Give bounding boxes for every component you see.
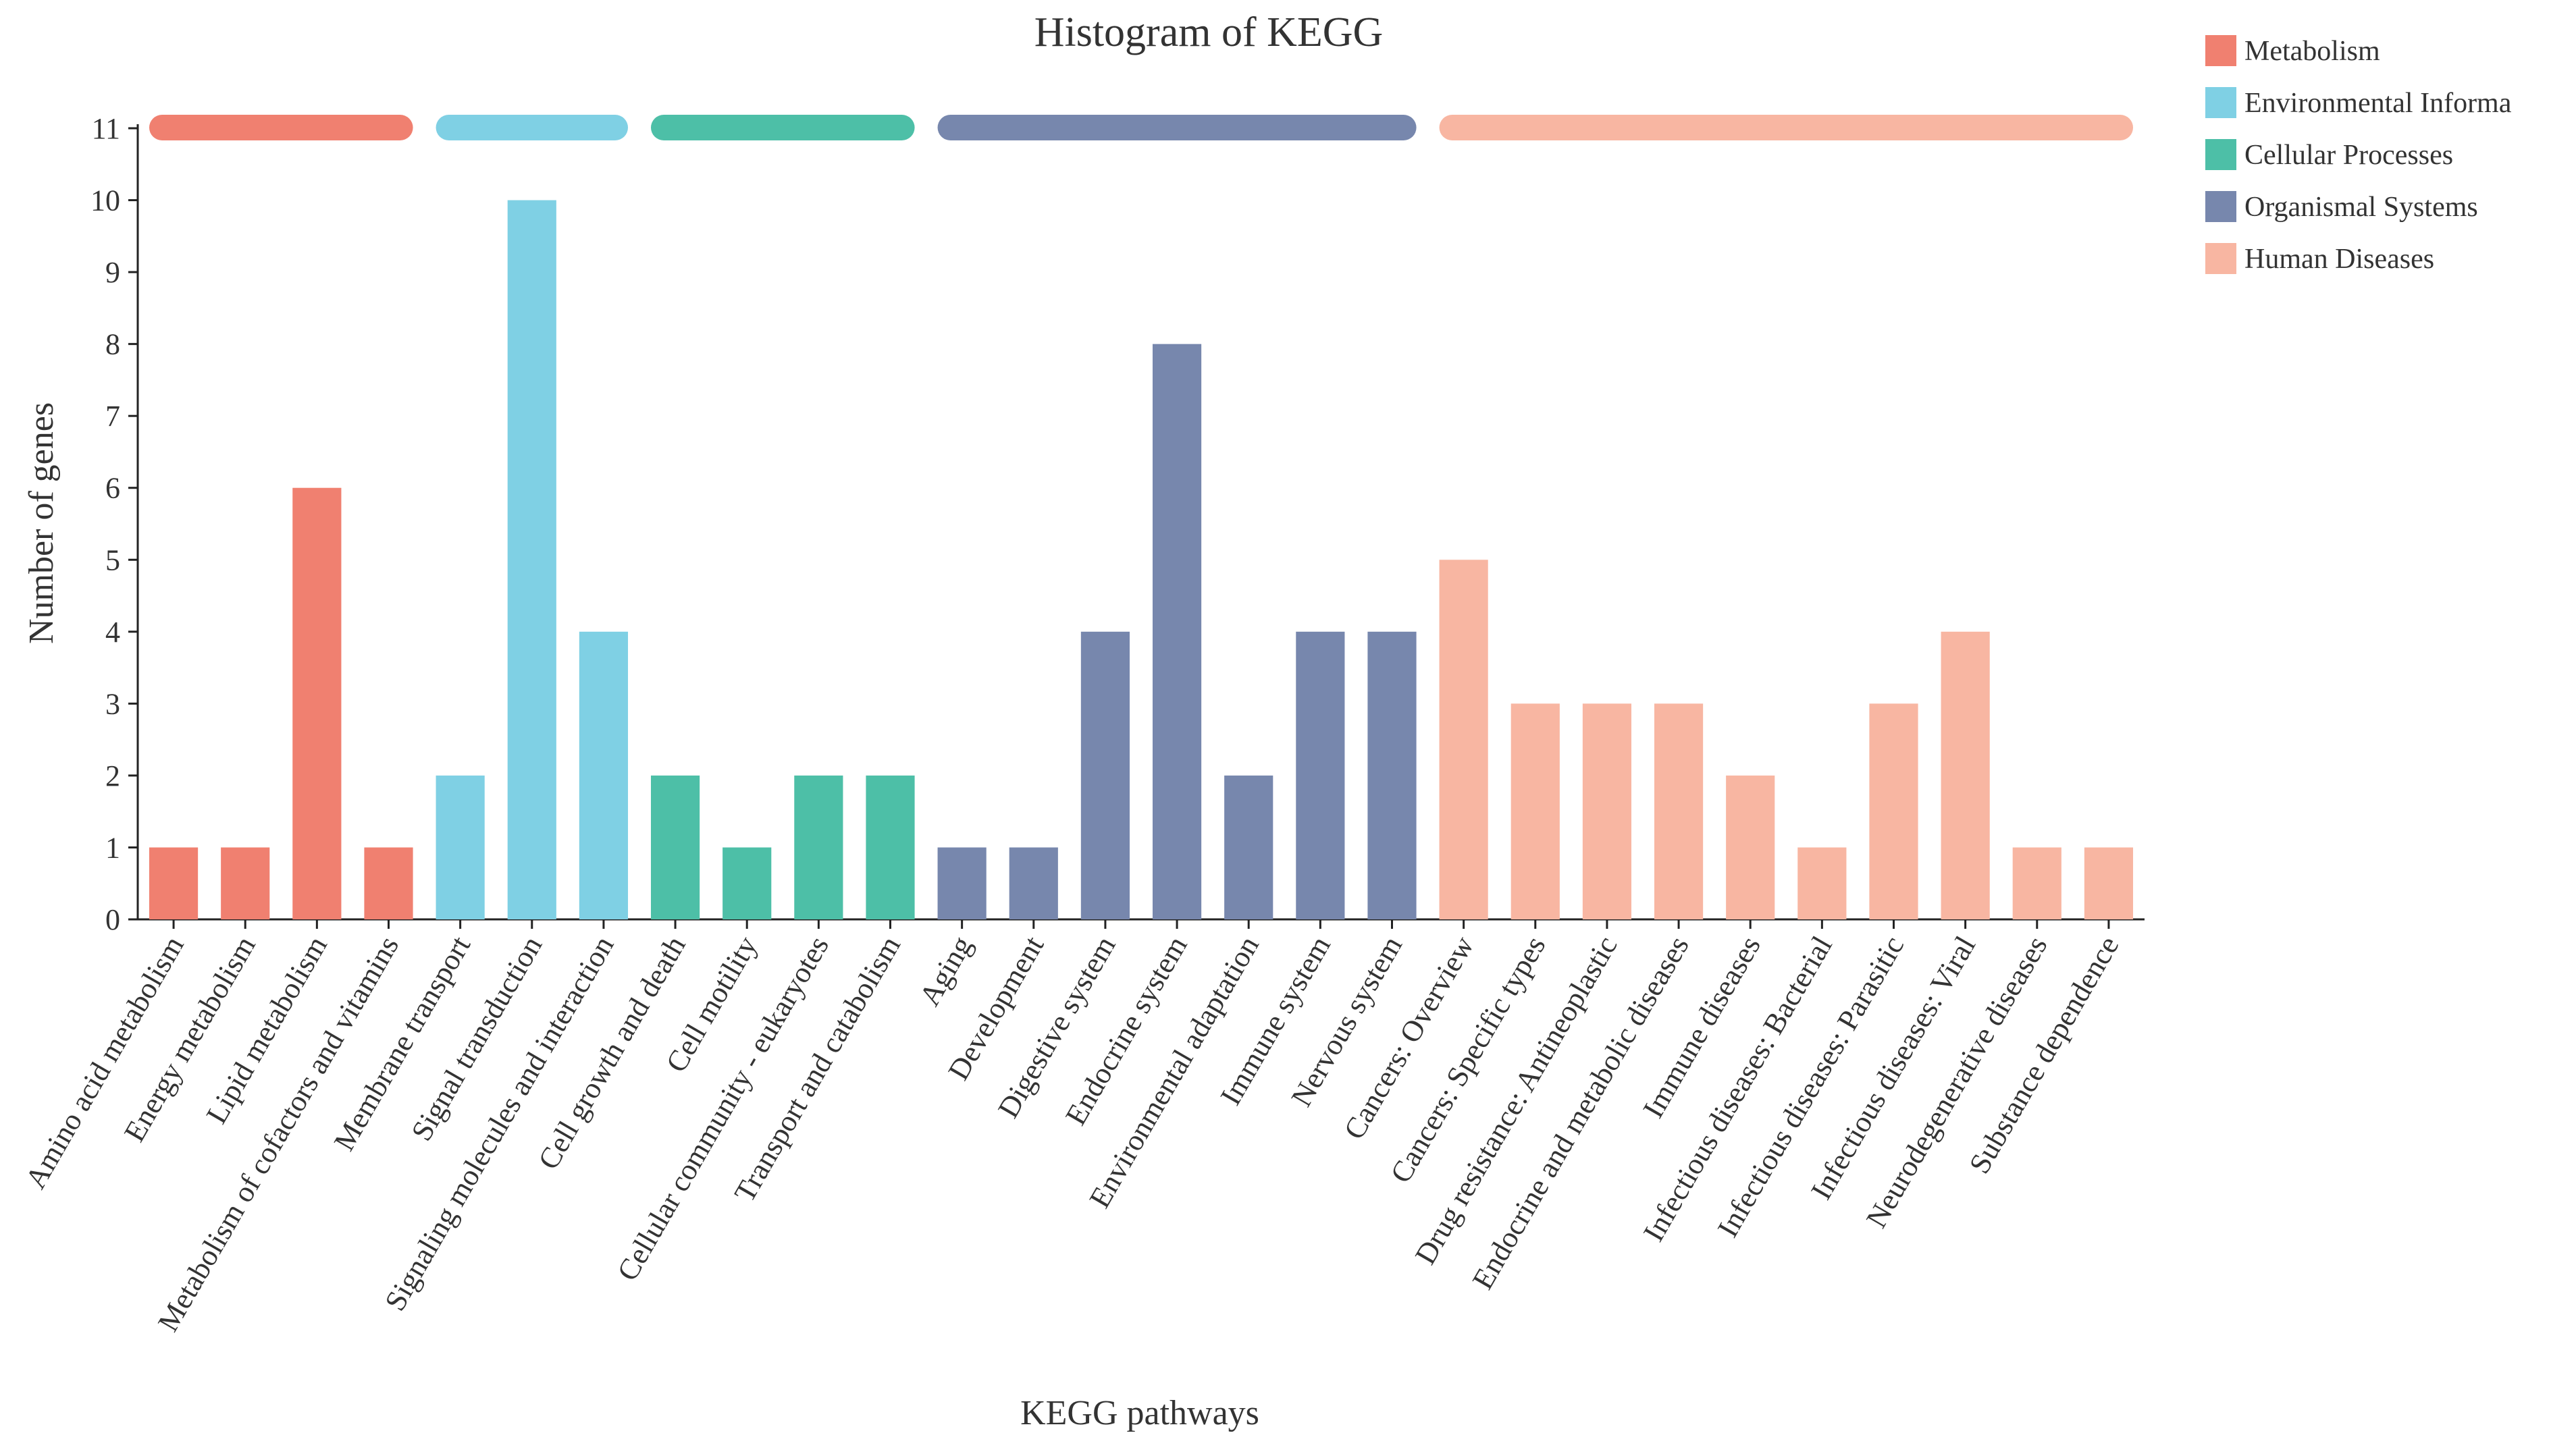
bar-membrane-transport xyxy=(436,775,485,919)
bar-transport-and-catabolism xyxy=(866,775,915,919)
x-axis-title: KEGG pathways xyxy=(1020,1394,1259,1432)
bar-cancers-specific-types xyxy=(1510,703,1560,919)
y-tick-label: 0 xyxy=(105,903,120,936)
chart-title: Histogram of KEGG xyxy=(1034,9,1384,55)
legend-label-cellular-processes: Cellular Processes xyxy=(2244,140,2453,171)
bar-nervous-system xyxy=(1367,631,1417,919)
bar-immune-system xyxy=(1296,631,1345,919)
y-tick-label: 7 xyxy=(105,400,120,433)
legend-label-environmental-information-processing: Environmental Informa xyxy=(2244,88,2512,119)
bar-development xyxy=(1009,847,1058,919)
group-band-cellular-processes xyxy=(650,115,915,140)
bar-endocrine-system xyxy=(1152,344,1202,919)
y-tick-label: 10 xyxy=(90,184,120,217)
bar-amino-acid-metabolism xyxy=(149,847,199,919)
x-tick-label-signal-transduction: Signal transduction xyxy=(405,931,549,1147)
group-band-metabolism xyxy=(149,115,413,140)
group-band-environmental-information-processing xyxy=(436,115,629,140)
bar-digestive-system xyxy=(1080,631,1130,919)
x-tick-label-aging: Aging xyxy=(913,931,978,1012)
y-axis-title: Number of genes xyxy=(22,402,61,644)
y-tick-label: 4 xyxy=(105,616,120,649)
bar-infectious-diseases-bacterial xyxy=(1797,847,1847,919)
legend-swatch-human-diseases xyxy=(2205,243,2236,274)
legend-swatch-cellular-processes xyxy=(2205,139,2236,170)
y-tick-label: 5 xyxy=(105,543,120,576)
bar-signal-transduction xyxy=(507,200,556,920)
bar-energy-metabolism xyxy=(221,847,270,919)
y-tick-label: 2 xyxy=(105,759,120,792)
bar-cell-growth-and-death xyxy=(650,775,700,919)
y-tick-label: 9 xyxy=(105,256,120,289)
bar-environmental-adaptation xyxy=(1224,775,1273,919)
bar-infectious-diseases-parasitic xyxy=(1869,703,1918,919)
legend-swatch-metabolism xyxy=(2205,35,2236,66)
x-tick-label-cancers-overview: Cancers: Overview xyxy=(1338,930,1481,1145)
bar-cancers-overview xyxy=(1439,560,1488,919)
bar-aging xyxy=(937,847,987,919)
y-tick-label: 8 xyxy=(105,328,120,361)
legend-swatch-organismal-systems xyxy=(2205,191,2236,222)
y-tick-label: 3 xyxy=(105,687,120,720)
category-group-bands xyxy=(149,115,2134,140)
bar-signaling-molecules-and-interaction xyxy=(579,631,629,919)
y-tick-label: 11 xyxy=(92,112,120,145)
legend: Metabolism Environmental Informa Cellular … xyxy=(2205,35,2512,275)
bar-metabolism-of-cofactors-and-vitamins xyxy=(364,847,413,919)
bar-neurodegenerative-diseases xyxy=(2012,847,2061,919)
y-tick-label: 6 xyxy=(105,472,120,505)
group-band-organismal-systems xyxy=(937,115,1417,140)
bar-substance-dependence xyxy=(2084,847,2134,919)
legend-swatch-environmental-information-processing xyxy=(2205,87,2236,118)
y-tick-label: 1 xyxy=(105,831,120,864)
group-band-human-diseases xyxy=(1439,115,2134,140)
bar-lipid-metabolism xyxy=(292,487,342,919)
bar-cell-motility xyxy=(722,847,772,919)
legend-label-human-diseases: Human Diseases xyxy=(2244,244,2434,275)
legend-label-metabolism: Metabolism xyxy=(2244,36,2380,67)
x-tick-label-energy-metabolism: Energy metabolism xyxy=(117,931,262,1148)
legend-label-organismal-systems: Organismal Systems xyxy=(2244,192,2478,223)
bars xyxy=(149,200,2134,920)
bar-drug-resistance-antineoplastic xyxy=(1582,703,1632,919)
bar-immune-diseases xyxy=(1726,775,1775,919)
bar-cellular-community-eukaryotes xyxy=(794,775,843,919)
bar-endocrine-and-metabolic-diseases xyxy=(1654,703,1704,919)
bar-infectious-diseases-viral xyxy=(1941,631,1990,919)
